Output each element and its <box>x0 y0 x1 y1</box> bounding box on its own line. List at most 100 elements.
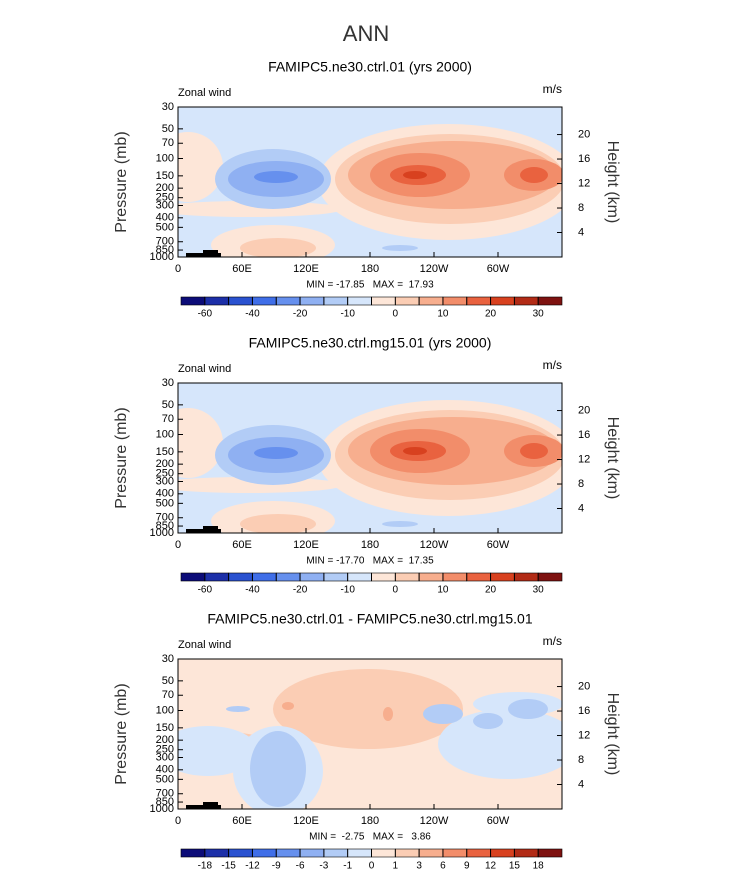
colorbar-box <box>395 848 420 858</box>
y-tick-label: 300 <box>156 475 174 487</box>
y-tick-label: 30 <box>162 653 174 665</box>
x-tick-label: 180 <box>361 815 379 827</box>
y-tick-label: 100 <box>156 704 174 716</box>
y-tick-label: 200 <box>156 458 174 470</box>
y-tick-label: 1000 <box>150 527 174 539</box>
y-tick-label: 500 <box>156 221 174 233</box>
colorbar-label: 6 <box>440 861 446 872</box>
colorbar-box <box>442 848 468 858</box>
colorbar-label: 15 <box>509 861 521 872</box>
colorbar-box <box>180 848 206 858</box>
colorbar-label: -3 <box>319 861 328 872</box>
colorbar-box <box>252 296 277 306</box>
y-tick-label: 30 <box>162 377 174 389</box>
colorbar-box <box>299 296 325 306</box>
y2-tick-label: 12 <box>578 453 590 465</box>
colorbar-box <box>204 572 229 582</box>
contour-field <box>178 659 562 809</box>
y2-tick-label: 4 <box>578 226 584 238</box>
y-tick-label: 250 <box>156 468 174 480</box>
y-tick-label: 70 <box>162 689 174 701</box>
y-tick-label: 30 <box>162 101 174 113</box>
colorbar-label: -40 <box>245 585 260 596</box>
y-tick-label: 50 <box>162 123 174 135</box>
colorbar-box <box>204 848 229 858</box>
colorbar-box <box>252 572 277 582</box>
colorbar-box <box>275 296 301 306</box>
chart-title: FAMIPC5.ne30.ctrl.01 (yrs 2000) <box>268 59 472 75</box>
y-tick-label: 50 <box>162 675 174 687</box>
colorbar-box <box>514 296 539 306</box>
colorbar-label: -60 <box>198 309 213 320</box>
colorbar-box <box>371 296 396 306</box>
colorbar-box <box>442 572 468 582</box>
colorbar-box <box>466 296 491 306</box>
y-tick-label: 850 <box>156 796 174 808</box>
colorbar-label: -6 <box>296 861 305 872</box>
y-tick-label: 700 <box>156 236 174 248</box>
x-tick-label: 0 <box>175 263 181 275</box>
y-tick-label: 700 <box>156 788 174 800</box>
colorbar-label: 1 <box>393 861 399 872</box>
contour-field <box>178 383 562 533</box>
y-tick-label: 150 <box>156 446 174 458</box>
colorbar-box <box>323 296 348 306</box>
x-tick-label: 180 <box>361 539 379 551</box>
y-tick-label: 400 <box>156 488 174 500</box>
colorbar-label: 0 <box>393 585 399 596</box>
x-tick-label: 0 <box>175 815 181 827</box>
colorbar-box <box>299 572 325 582</box>
y-tick-label: 300 <box>156 199 174 211</box>
y-tick-label: 500 <box>156 497 174 509</box>
colorbar-box <box>514 848 539 858</box>
chart-title: FAMIPC5.ne30.ctrl.01 - FAMIPC5.ne30.ctrl… <box>207 611 532 627</box>
colorbar-label: 20 <box>485 585 497 596</box>
colorbar-label: -60 <box>198 585 213 596</box>
colorbar-box <box>490 572 515 582</box>
variable-label: Zonal wind <box>178 639 231 651</box>
y2-tick-label: 4 <box>578 778 584 790</box>
colorbar-label: -9 <box>272 861 281 872</box>
y-tick-label: 200 <box>156 734 174 746</box>
colorbar-box <box>204 296 229 306</box>
colorbar-label: 12 <box>485 861 497 872</box>
colorbar-label: 30 <box>533 309 545 320</box>
colorbar-label: 20 <box>485 309 497 320</box>
y2-axis-title: Height (km) <box>604 417 621 500</box>
y-tick-label: 700 <box>156 512 174 524</box>
colorbar-box <box>490 296 515 306</box>
variable-label: Zonal wind <box>178 363 231 375</box>
contour-field <box>178 107 562 257</box>
colorbar-box <box>323 572 348 582</box>
y-tick-label: 850 <box>156 520 174 532</box>
x-tick-label: 60W <box>487 539 510 551</box>
colorbar-box <box>537 848 563 858</box>
colorbar-label: 3 <box>416 861 422 872</box>
y-tick-label: 500 <box>156 773 174 785</box>
y-tick-label: 400 <box>156 764 174 776</box>
colorbar-box <box>418 572 444 582</box>
y2-tick-label: 16 <box>578 429 590 441</box>
units-label: m/s <box>543 634 562 648</box>
y-tick-label: 250 <box>156 192 174 204</box>
colorbar-label: -12 <box>245 861 260 872</box>
x-tick-label: 120W <box>420 815 449 827</box>
colorbar-box <box>395 572 420 582</box>
colorbar-box <box>347 296 372 306</box>
colorbar-label: 30 <box>533 585 545 596</box>
colorbar-label: 9 <box>464 861 470 872</box>
y-axis-title: Pressure (mb) <box>113 131 130 232</box>
colorbar-box <box>466 848 491 858</box>
y-tick-label: 100 <box>156 428 174 440</box>
y-tick-label: 70 <box>162 137 174 149</box>
colorbar-box <box>514 572 539 582</box>
units-label: m/s <box>543 82 562 96</box>
figure-title: ANN <box>343 21 389 46</box>
y2-tick-label: 12 <box>578 729 590 741</box>
y-tick-label: 150 <box>156 722 174 734</box>
y-axis-title: Pressure (mb) <box>113 683 130 784</box>
colorbar-box <box>418 848 444 858</box>
colorbar-box <box>371 848 396 858</box>
x-tick-label: 60E <box>232 539 252 551</box>
colorbar-box <box>347 572 372 582</box>
